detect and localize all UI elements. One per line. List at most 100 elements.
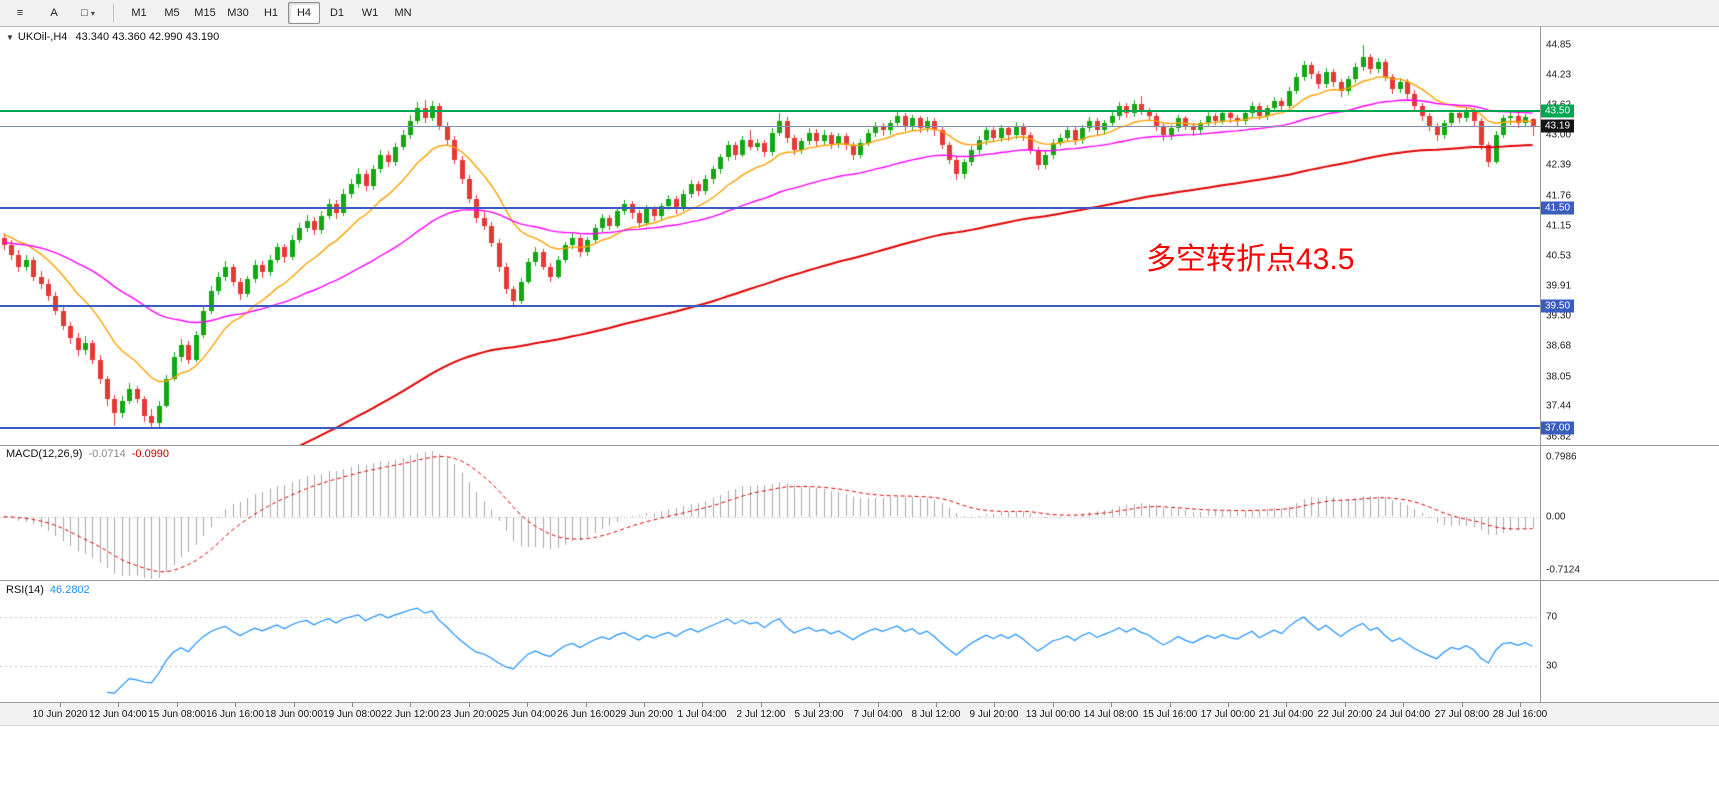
- time-axis-tick: [352, 703, 353, 707]
- time-axis-label: 24 Jul 04:00: [1375, 709, 1431, 720]
- time-axis-label: 25 Jun 04:00: [498, 709, 556, 720]
- pane-divider[interactable]: [0, 445, 1719, 446]
- symbol-period-label: UKOil-,H4: [17, 31, 68, 43]
- time-axis-label: 27 Jul 08:00: [1434, 709, 1490, 720]
- collapse-ohlc-icon[interactable]: ▼: [6, 33, 14, 42]
- price-axis-label: 43.00: [1546, 129, 1572, 141]
- pane-divider[interactable]: [0, 702, 1719, 703]
- time-axis-label: 8 Jul 12:00: [911, 709, 961, 720]
- time-axis-label: 18 Jun 00:00: [265, 709, 323, 720]
- price-axis-label: 39.30: [1546, 310, 1572, 322]
- rsi-chart-canvas[interactable]: [0, 581, 1540, 702]
- price-axis-label: 42.39: [1546, 159, 1572, 171]
- time-axis-label: 5 Jul 23:00: [794, 709, 844, 720]
- price-axis-label: 41.15: [1546, 220, 1572, 231]
- chart-title: ▼ UKOil-,H4 43.340 43.360 42.990 43.190: [6, 31, 219, 43]
- timeframe-button-m30[interactable]: M30: [227, 7, 249, 19]
- price-axis-label: 39.91: [1546, 280, 1572, 292]
- time-axis-label: 2 Jul 12:00: [736, 709, 786, 720]
- time-axis-tick: [994, 703, 995, 707]
- toolbar-separator: [113, 4, 114, 22]
- timeframe-button-w1[interactable]: W1: [361, 7, 379, 19]
- time-axis-tick: [410, 703, 411, 707]
- resistance-line[interactable]: [0, 109, 1540, 112]
- rsi-level-label: 30: [1546, 660, 1558, 672]
- timeframe-button-m5[interactable]: M5: [164, 7, 180, 19]
- macd-chart-canvas[interactable]: [0, 446, 1540, 580]
- time-axis-tick: [1286, 703, 1287, 707]
- time-axis-label: 15 Jun 08:00: [148, 709, 206, 720]
- time-axis-label: 23 Jun 20:00: [440, 709, 498, 720]
- price-axis-label: 38.05: [1546, 371, 1572, 383]
- time-axis-tick: [878, 703, 879, 707]
- text-tool-button[interactable]: A: [38, 2, 70, 24]
- timeframe-button-h1[interactable]: H1: [263, 7, 279, 19]
- price-axis-label: 38.68: [1546, 340, 1572, 352]
- resistance-price-badge: 43.50: [1541, 104, 1575, 118]
- time-axis-label: 14 Jul 08:00: [1083, 709, 1139, 720]
- time-axis-label: 10 Jun 2020: [32, 709, 88, 720]
- time-axis-tick: [1228, 703, 1229, 707]
- time-axis-tick: [235, 703, 236, 707]
- timeframe-button-m1[interactable]: M1: [131, 7, 147, 19]
- time-axis-label: 19 Jun 08:00: [323, 709, 381, 720]
- time-axis-tick: [118, 703, 119, 707]
- timeframes-group: M1 M5 M15 M30 H1 H4 D1 W1 MN: [123, 2, 419, 24]
- support-line-1[interactable]: [0, 207, 1540, 210]
- support-line-2[interactable]: [0, 304, 1540, 307]
- chart-text-annotation[interactable]: 多空转折点43.5: [1146, 243, 1355, 276]
- price-chart-canvas[interactable]: [0, 27, 1540, 445]
- current-price-line: [0, 125, 1540, 127]
- timeframe-button-mn[interactable]: MN: [394, 7, 412, 19]
- time-axis-tick: [819, 703, 820, 707]
- rsi-level-label: 70: [1546, 611, 1558, 623]
- chevron-down-icon: ▾: [90, 8, 95, 18]
- ohlc-values: 43.340 43.360 42.990 43.190: [75, 31, 220, 43]
- fibonacci-tool-button[interactable]: ≡: [4, 2, 36, 24]
- time-axis-tick: [527, 703, 528, 707]
- timeframe-button-h4[interactable]: H4: [288, 2, 320, 24]
- support-price-badge-3: 37.00: [1541, 421, 1575, 435]
- time-axis-label: 9 Jul 20:00: [969, 709, 1019, 720]
- time-axis-label: 16 Jun 16:00: [206, 709, 264, 720]
- current-price-badge: 43.19: [1541, 119, 1575, 133]
- drawing-tools-group: ≡ A □ ▾: [4, 2, 104, 24]
- time-axis-tick: [1520, 703, 1521, 707]
- price-axis[interactable]: [1541, 27, 1719, 704]
- price-axis-label: 44.85: [1546, 39, 1572, 51]
- timeframe-button-d1[interactable]: D1: [329, 7, 345, 19]
- time-axis-label: 1 Jul 04:00: [677, 709, 727, 720]
- fibonacci-icon: ≡: [16, 7, 24, 19]
- timeframe-button-m15[interactable]: M15: [194, 7, 216, 19]
- macd-signal-value: -0.0990: [131, 448, 170, 460]
- time-axis-label: 15 Jul 16:00: [1142, 709, 1198, 720]
- pane-divider[interactable]: [0, 580, 1719, 581]
- time-axis-tick: [1462, 703, 1463, 707]
- macd-indicator-label: MACD(12,26,9) -0.0714 -0.0990: [6, 448, 169, 460]
- time-axis-tick: [469, 703, 470, 707]
- time-axis[interactable]: 10 Jun 2020 12 Jun 04:00 15 Jun 08:00 16 Ju…: [0, 703, 1719, 726]
- time-axis-label: 12 Jun 04:00: [89, 709, 147, 720]
- price-axis-label: 40.53: [1546, 250, 1572, 262]
- toolbar: ≡ A □ ▾ M1 M5 M15 M30 H1 H4 D1 W1 MN: [0, 0, 1719, 27]
- shapes-icon: □: [81, 7, 88, 19]
- macd-axis-label: 0.00: [1546, 511, 1566, 523]
- rsi-value: 46.2802: [49, 584, 90, 596]
- shapes-tool-button[interactable]: □ ▾: [72, 2, 104, 24]
- text-icon: A: [50, 7, 58, 19]
- price-axis-border: [1540, 27, 1541, 704]
- price-axis-label: 44.23: [1546, 69, 1572, 81]
- price-axis-label: 36.82: [1546, 431, 1572, 443]
- price-axis-label: 37.44: [1546, 400, 1572, 412]
- support-line-3[interactable]: [0, 426, 1540, 429]
- time-axis-label: 21 Jul 04:00: [1258, 709, 1314, 720]
- support-price-badge-1: 41.50: [1541, 201, 1575, 215]
- support-price-badge-2: 39.50: [1541, 299, 1575, 313]
- rsi-indicator-label: RSI(14) 46.2802: [6, 584, 90, 596]
- time-axis-tick: [644, 703, 645, 707]
- time-axis-tick: [1170, 703, 1171, 707]
- time-axis-label: 22 Jul 20:00: [1317, 709, 1373, 720]
- time-axis-tick: [60, 703, 61, 707]
- time-axis-tick: [1053, 703, 1054, 707]
